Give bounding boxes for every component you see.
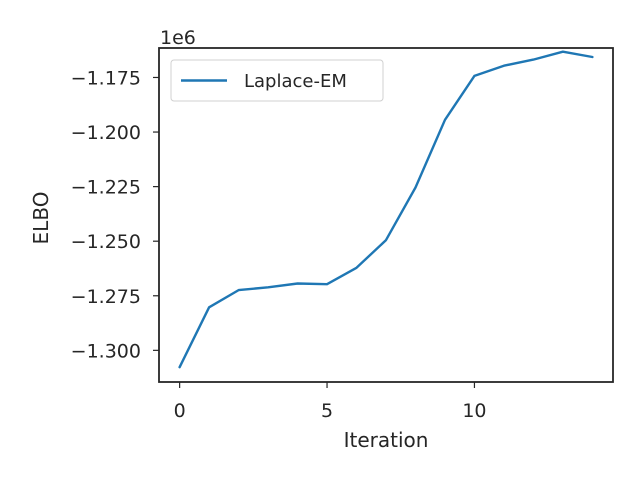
y-axis-label: ELBO: [29, 192, 53, 245]
series-line-laplace-em: [178, 50, 594, 369]
y-tick-label: −1.275: [71, 286, 141, 308]
legend: Laplace-EM: [170, 59, 384, 102]
x-tick-label: 0: [174, 400, 186, 422]
legend-label-laplace-em: Laplace-EM: [244, 71, 347, 92]
y-tick-label: −1.225: [71, 177, 141, 199]
plot-area: [159, 48, 613, 382]
y-tick-label: −1.175: [71, 67, 141, 89]
x-axis-label: Iteration: [344, 428, 429, 452]
ticks-layer: 0 5 10 −1.300 −1.275 −1.250 −1.225 −1.200 −1.175: [71, 67, 487, 422]
y-offset-label: 1e6: [160, 27, 196, 49]
y-tick-label: −1.300: [71, 340, 141, 362]
x-tick-label: 5: [321, 400, 333, 422]
y-tick-label: −1.250: [71, 231, 141, 253]
series-layer: [178, 50, 594, 369]
x-tick-label: 10: [462, 400, 486, 422]
plot-frame: [158, 47, 614, 383]
legend-box: [170, 59, 384, 102]
y-tick-label: −1.200: [71, 122, 141, 144]
